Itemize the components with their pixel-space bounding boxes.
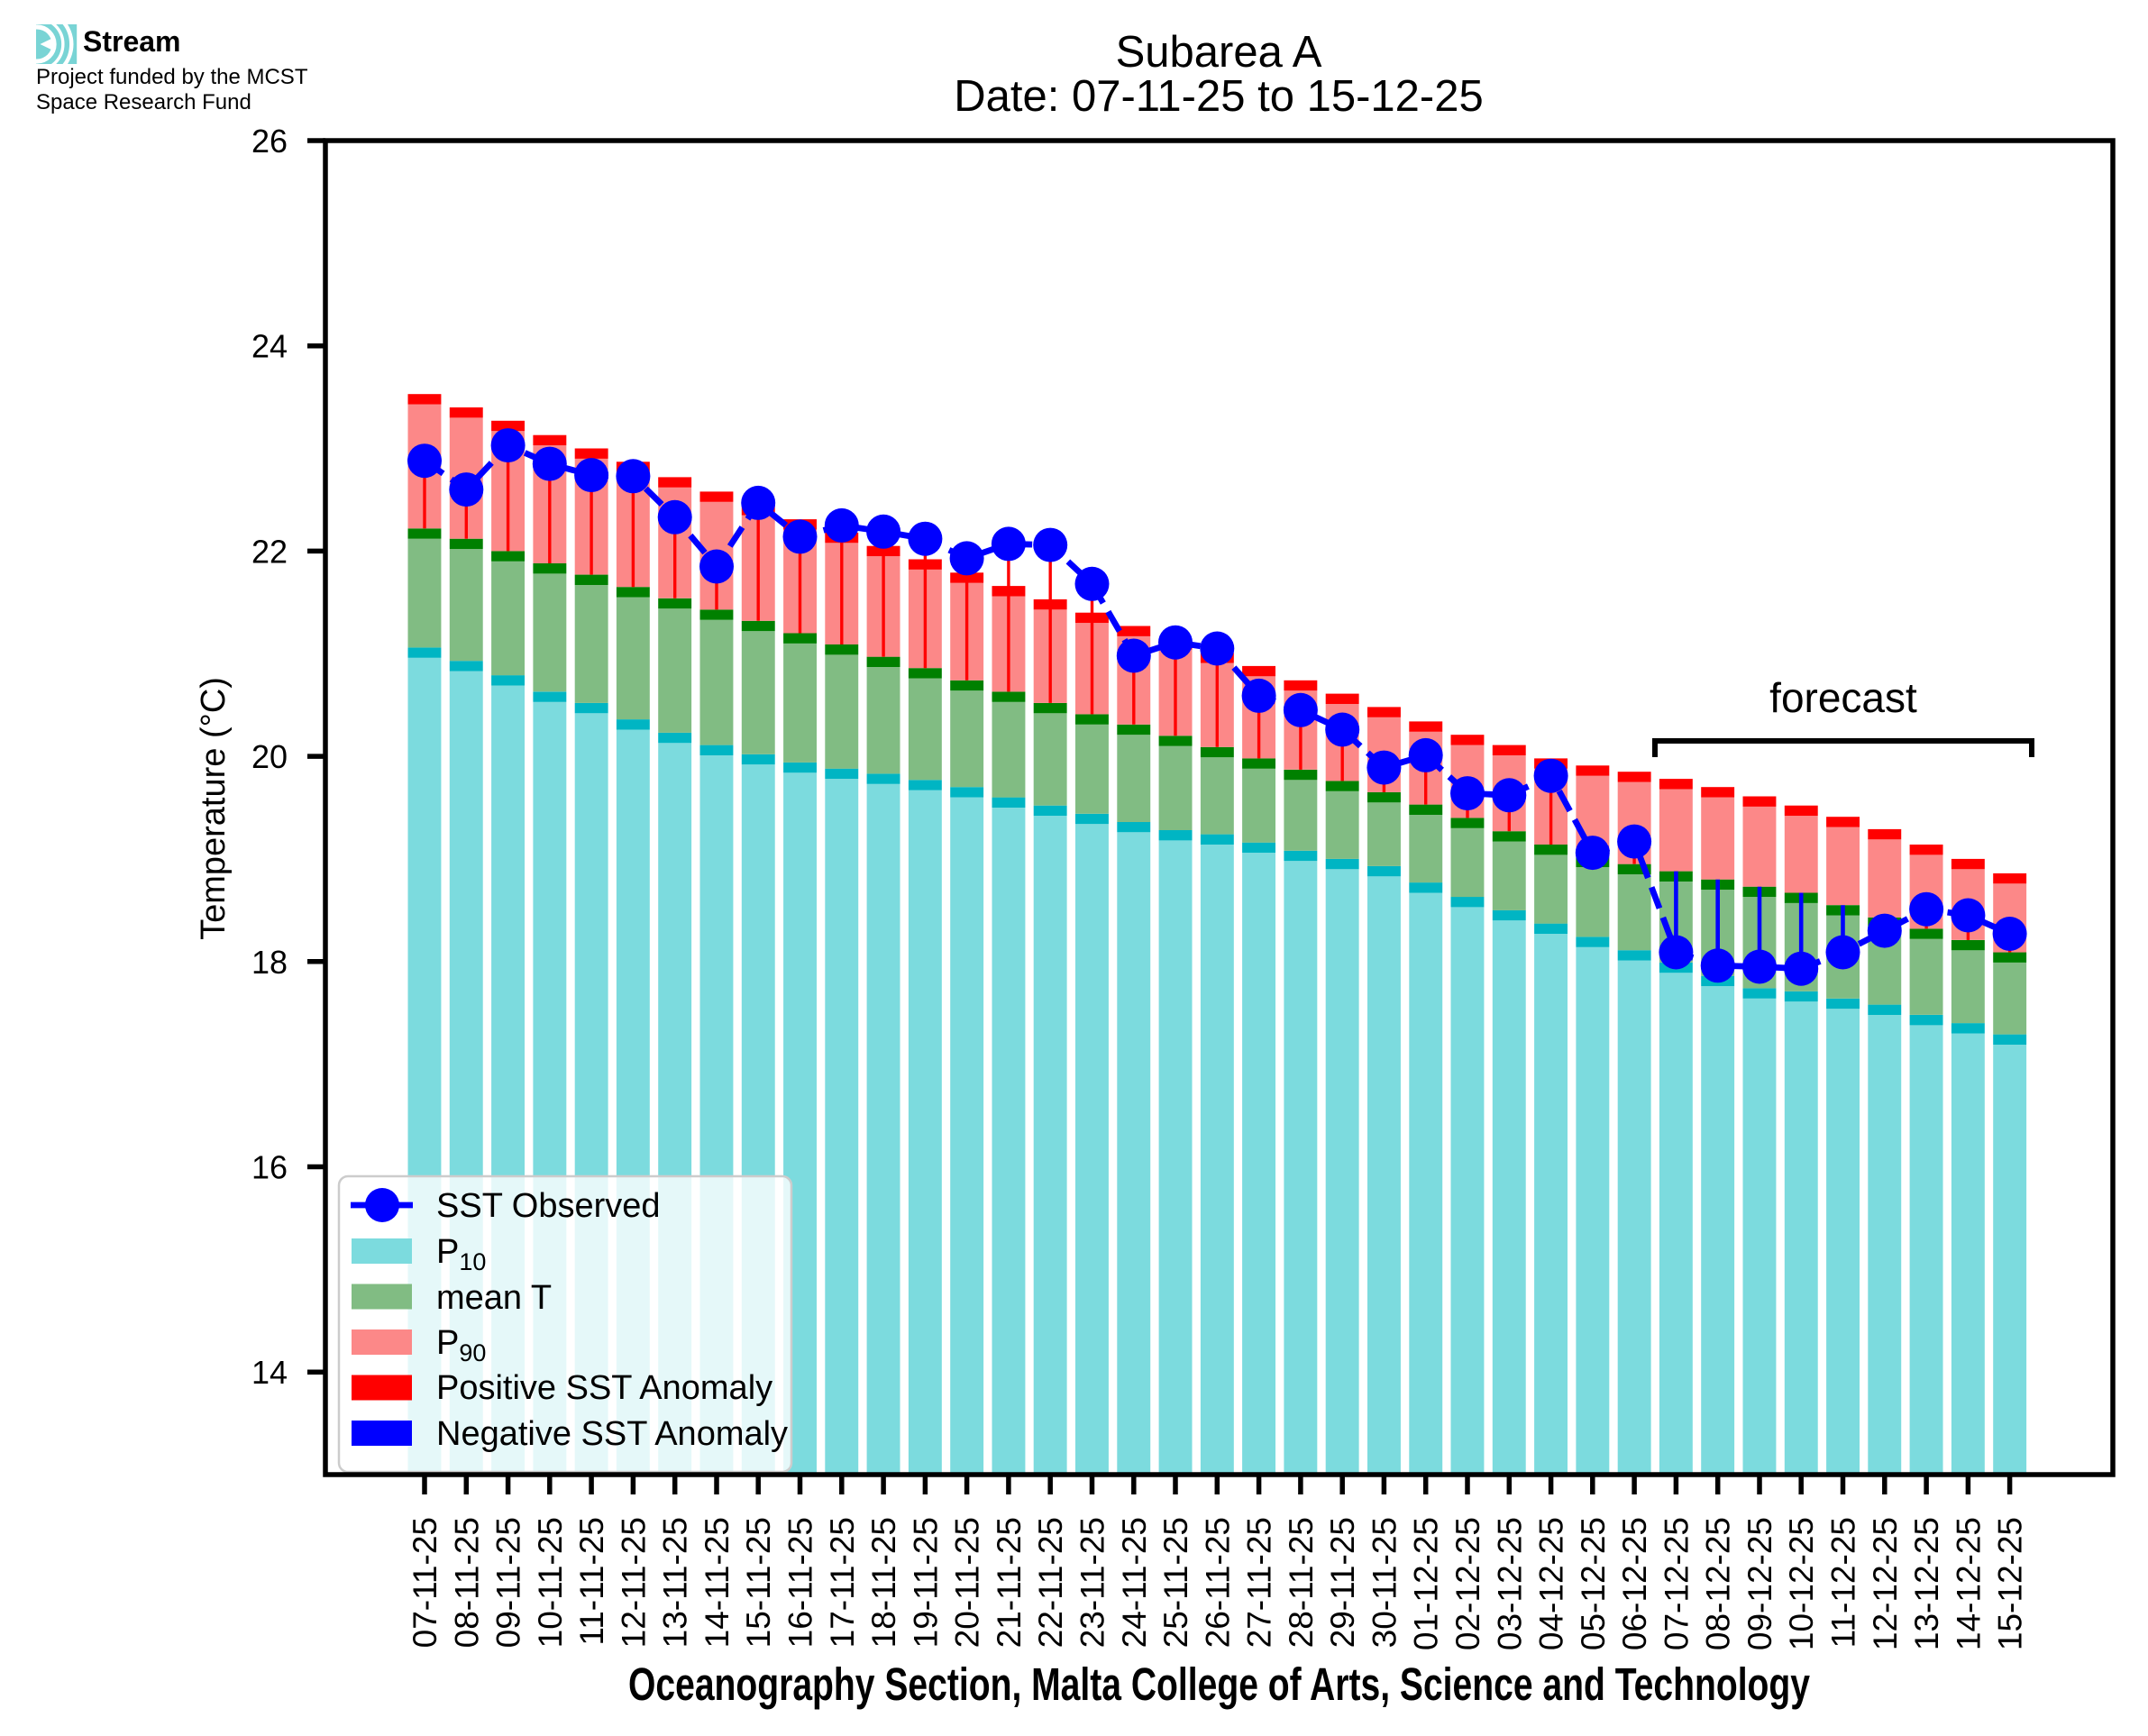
svg-text:20-11-25: 20-11-25 <box>949 1517 986 1648</box>
svg-text:08-11-25: 08-11-25 <box>448 1517 485 1648</box>
svg-text:15-11-25: 15-11-25 <box>740 1517 777 1648</box>
svg-text:28-11-25: 28-11-25 <box>1283 1517 1320 1648</box>
svg-text:29-11-25: 29-11-25 <box>1324 1517 1361 1648</box>
svg-text:13-12-25: 13-12-25 <box>1908 1517 1945 1650</box>
svg-text:07-11-25: 07-11-25 <box>407 1517 443 1648</box>
svg-text:10-11-25: 10-11-25 <box>532 1517 569 1648</box>
svg-text:Oceanography Section, Malta Co: Oceanography Section, Malta College of A… <box>628 1658 1810 1710</box>
svg-text:09-12-25: 09-12-25 <box>1741 1517 1778 1650</box>
svg-text:SST Observed: SST Observed <box>436 1187 661 1225</box>
svg-text:19-11-25: 19-11-25 <box>907 1517 944 1648</box>
svg-text:03-12-25: 03-12-25 <box>1491 1517 1528 1650</box>
svg-text:18: 18 <box>251 944 288 981</box>
svg-text:06-12-25: 06-12-25 <box>1616 1517 1653 1650</box>
svg-text:05-12-25: 05-12-25 <box>1575 1517 1612 1650</box>
svg-text:25-11-25: 25-11-25 <box>1157 1517 1194 1648</box>
svg-text:21-11-25: 21-11-25 <box>991 1517 1028 1648</box>
svg-text:14: 14 <box>251 1354 288 1391</box>
svg-text:Positive SST Anomaly: Positive SST Anomaly <box>436 1369 772 1407</box>
svg-text:24-11-25: 24-11-25 <box>1116 1517 1153 1648</box>
svg-text:Negative SST Anomaly: Negative SST Anomaly <box>436 1415 788 1453</box>
svg-text:forecast: forecast <box>1769 674 1917 721</box>
svg-text:15-12-25: 15-12-25 <box>1992 1517 2029 1650</box>
svg-text:12-11-25: 12-11-25 <box>615 1517 652 1648</box>
svg-text:11-11-25: 11-11-25 <box>573 1517 610 1646</box>
svg-text:Subarea A: Subarea A <box>1116 28 1322 77</box>
svg-text:16: 16 <box>251 1149 288 1186</box>
svg-text:01-12-25: 01-12-25 <box>1408 1517 1445 1650</box>
svg-text:Stream: Stream <box>83 25 181 58</box>
svg-text:22-11-25: 22-11-25 <box>1032 1517 1069 1648</box>
svg-text:26: 26 <box>251 123 288 160</box>
svg-text:13-11-25: 13-11-25 <box>657 1517 694 1648</box>
svg-text:16-11-25: 16-11-25 <box>782 1517 819 1648</box>
svg-text:14-11-25: 14-11-25 <box>699 1517 736 1648</box>
svg-text:12-12-25: 12-12-25 <box>1867 1517 1904 1650</box>
svg-text:Date: 07-11-25 to 15-12-25: Date: 07-11-25 to 15-12-25 <box>954 72 1483 121</box>
svg-text:27-11-25: 27-11-25 <box>1241 1517 1278 1648</box>
svg-text:Temperature (°C): Temperature (°C) <box>195 677 233 940</box>
svg-text:07-12-25: 07-12-25 <box>1658 1517 1695 1650</box>
svg-text:18-11-25: 18-11-25 <box>865 1517 902 1648</box>
svg-text:24: 24 <box>251 328 288 365</box>
svg-text:22: 22 <box>251 533 288 570</box>
svg-text:30-11-25: 30-11-25 <box>1366 1517 1403 1648</box>
svg-text:04-12-25: 04-12-25 <box>1533 1517 1570 1650</box>
svg-text:08-12-25: 08-12-25 <box>1700 1517 1737 1650</box>
svg-text:10-12-25: 10-12-25 <box>1783 1517 1820 1650</box>
svg-text:09-11-25: 09-11-25 <box>490 1517 527 1648</box>
svg-text:17-11-25: 17-11-25 <box>824 1517 861 1648</box>
svg-text:20: 20 <box>251 738 288 775</box>
svg-text:02-12-25: 02-12-25 <box>1449 1517 1486 1650</box>
svg-text:mean T: mean T <box>436 1279 552 1317</box>
svg-text:Space Research Fund: Space Research Fund <box>36 90 251 114</box>
svg-text:Project funded by the MCST: Project funded by the MCST <box>36 65 308 89</box>
svg-text:14-12-25: 14-12-25 <box>1950 1517 1987 1650</box>
svg-text:11-12-25: 11-12-25 <box>1825 1517 1862 1648</box>
svg-text:26-11-25: 26-11-25 <box>1199 1517 1236 1648</box>
svg-text:23-11-25: 23-11-25 <box>1074 1517 1111 1648</box>
